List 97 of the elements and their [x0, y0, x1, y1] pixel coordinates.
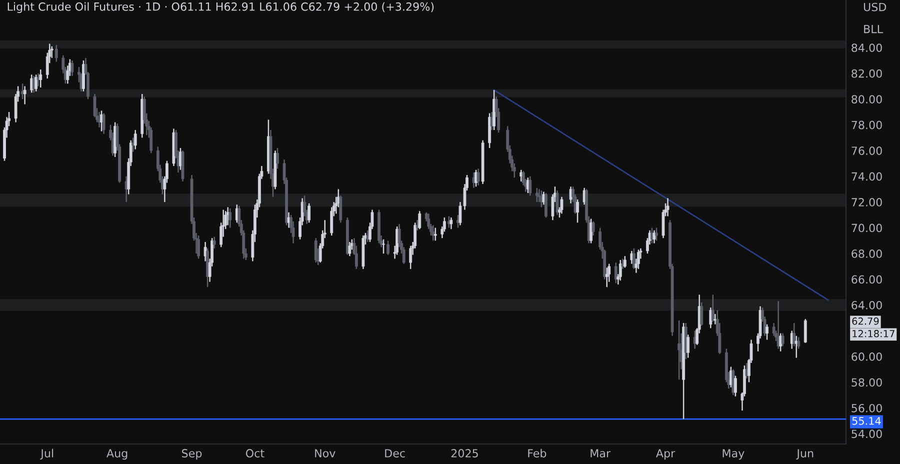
candlestick — [630, 250, 634, 264]
candlestick — [714, 313, 717, 325]
candlestick — [686, 334, 690, 358]
y-tick-label: 76.00 — [852, 146, 882, 155]
y-tick-label: 72.00 — [852, 198, 882, 206]
y-tick-label: 84.00 — [852, 44, 882, 52]
candlestick — [197, 234, 200, 260]
candlestick — [618, 259, 622, 282]
candlestick — [34, 74, 38, 92]
candlestick — [434, 227, 437, 242]
candlestick — [287, 212, 290, 228]
candlestick — [382, 238, 385, 254]
candlestick — [348, 241, 352, 257]
x-tick-label: 2025 — [451, 449, 478, 458]
text: 62.79 — [852, 317, 879, 325]
text: USD — [864, 2, 886, 12]
x-tick-label: Mar — [590, 449, 611, 458]
candlestick — [528, 176, 532, 196]
candlestick — [314, 237, 318, 264]
y-tick-label: 64.00 — [852, 300, 882, 310]
y-tick-label: 58.00 — [852, 378, 882, 387]
candlestick — [655, 227, 658, 242]
candlestick — [590, 218, 593, 244]
candlestick — [432, 224, 435, 242]
ref-line-label: 55.14 — [852, 417, 881, 425]
x-tick-label: Nov — [315, 449, 336, 458]
candlestick — [652, 230, 656, 244]
candlestick — [582, 187, 586, 206]
candlestick — [228, 208, 232, 228]
x-tick-label: Sep — [182, 449, 202, 460]
y-tick-label: 54.00 — [852, 430, 882, 438]
y-tick-label: 68.00 — [852, 250, 882, 258]
candlestick — [576, 198, 579, 224]
x-tick-label: Dec — [385, 449, 405, 458]
candlestick — [569, 186, 572, 204]
candlestick — [772, 322, 776, 337]
x-tick-label: Jun — [796, 449, 814, 460]
candlestick — [614, 262, 618, 284]
text: BLL — [864, 24, 883, 34]
chart-title: Light Crude Oil Futures · 1D · O61.11 H62.91 L61.06 C62.79 +2.00 (+3.29%) — [8, 2, 434, 13]
candlestick — [732, 368, 735, 396]
candlestick — [560, 196, 564, 214]
candlestick — [605, 267, 608, 288]
candlestick — [409, 245, 412, 270]
candlestick — [636, 249, 640, 270]
x-tick-label: Aug — [106, 449, 128, 460]
candlestick — [21, 83, 24, 100]
candlestick — [544, 192, 548, 218]
x-tick-label: Feb — [528, 448, 546, 458]
x-tick-label: Apr — [656, 449, 676, 460]
candlestick — [339, 194, 342, 224]
candlestick — [666, 198, 670, 217]
candlestick — [132, 137, 135, 152]
candlestick — [23, 86, 26, 105]
candlestick — [700, 302, 704, 326]
candlestick — [734, 375, 737, 398]
candlestick — [102, 112, 106, 134]
candlestick — [535, 187, 538, 203]
candlestick — [678, 320, 681, 380]
candlestick — [804, 318, 807, 344]
candlestick — [450, 216, 453, 230]
candlestick — [766, 324, 768, 340]
y-tick-label: 56.00 — [852, 404, 882, 412]
candlestick — [204, 241, 207, 262]
candlestick — [711, 294, 714, 322]
y-tick-label: 78.00 — [852, 120, 882, 130]
candlestick — [542, 191, 546, 206]
candlestick — [50, 46, 54, 59]
candlestick — [520, 169, 523, 182]
candlestick — [134, 129, 137, 150]
candlestick — [709, 306, 712, 329]
candlestick — [366, 230, 370, 243]
text: 12:18:17 — [852, 330, 894, 338]
candlestick — [308, 202, 311, 224]
y-tick-label: 66.00 — [852, 275, 882, 284]
candlestick — [797, 336, 800, 350]
candlestick — [70, 60, 74, 77]
candlestick — [386, 240, 390, 256]
y-tick-label: 82.00 — [852, 69, 882, 78]
y-tick-label: 80.00 — [852, 95, 882, 104]
candlestick — [792, 322, 796, 347]
x-tick-label: Oct — [246, 449, 264, 458]
candlestick — [556, 190, 559, 216]
candlestick — [54, 44, 58, 62]
y-tick-label: 70.00 — [852, 224, 882, 232]
candlestick — [30, 74, 34, 94]
candlestick — [476, 168, 480, 186]
y-tick-label: 60.00 — [852, 352, 882, 361]
x-tick-label: May — [722, 449, 744, 460]
y-tick-label: 74.00 — [852, 172, 882, 181]
candlestick — [781, 332, 784, 347]
candlestick — [418, 210, 422, 230]
candlestick — [39, 68, 42, 88]
candlestick — [276, 147, 279, 170]
candlestick — [592, 220, 595, 236]
candlestick — [212, 236, 216, 250]
x-tick-label: Jul — [40, 448, 54, 460]
